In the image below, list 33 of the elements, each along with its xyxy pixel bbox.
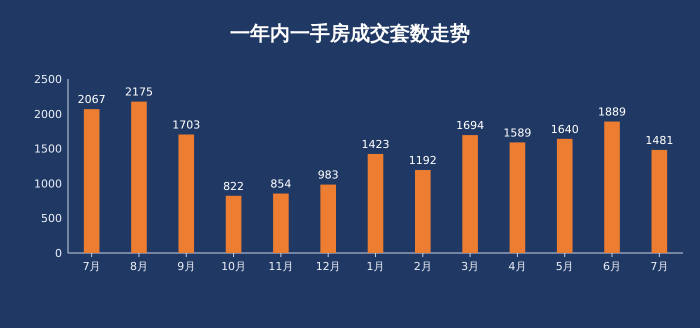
- data-label: 1192: [408, 154, 437, 168]
- title: 一年内一手房成交套数走势: [230, 21, 470, 45]
- data-label: 1423: [362, 138, 390, 151]
- data-label: 1640: [550, 122, 579, 136]
- y-tick-label: 2000: [34, 108, 62, 121]
- y-tick-label: 500: [41, 212, 62, 226]
- y-tick-label: 1500: [34, 142, 62, 156]
- data-label: 822: [223, 180, 244, 193]
- x-tick-label: 12月: [316, 260, 341, 273]
- y-tick-label: 0: [55, 247, 62, 260]
- y-tick-label: 1000: [34, 177, 62, 190]
- x-tick-label: 4月: [508, 260, 526, 273]
- data-label: 1703: [172, 118, 200, 132]
- x-tick-label: 7月: [82, 260, 101, 273]
- data-label: 1589: [503, 126, 532, 140]
- x-tick-label: 11月: [268, 260, 294, 273]
- data-label: 1889: [598, 106, 626, 119]
- x-tick-label: 7月: [650, 260, 668, 273]
- data-label: 1481: [645, 134, 674, 147]
- x-tick-label: 5月: [556, 260, 574, 273]
- x-tick-label: 1月: [366, 260, 384, 273]
- x-tick-label: 10月: [221, 260, 246, 273]
- y-tick-label: 2500: [34, 73, 62, 86]
- x-tick-label: 8月: [130, 260, 148, 273]
- x-tick-label: 6月: [603, 260, 622, 273]
- data-label: 2175: [124, 86, 153, 99]
- x-tick-label: 9月: [177, 260, 196, 273]
- data-label: 2067: [78, 93, 106, 106]
- data-label: 1694: [456, 119, 484, 132]
- data-label: 983: [318, 168, 339, 182]
- data-label: 854: [270, 178, 292, 191]
- x-tick-label: 3月: [461, 260, 480, 273]
- x-tick-label: 2月: [414, 260, 432, 273]
